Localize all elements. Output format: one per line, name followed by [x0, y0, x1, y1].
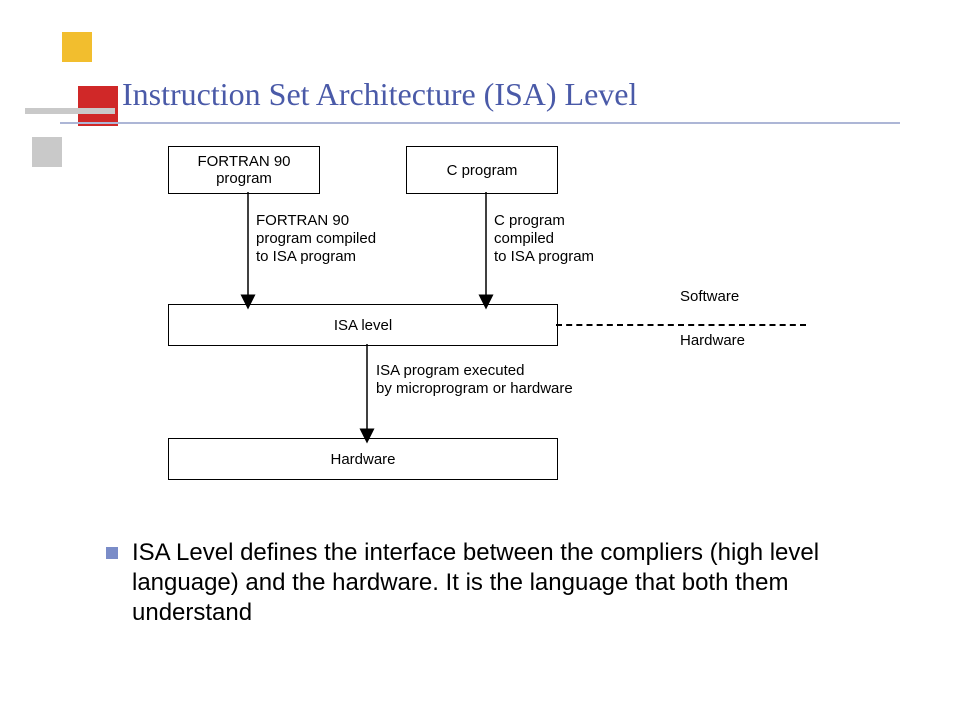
bullet-item: ISA Level defines the interface between …	[106, 538, 866, 628]
isa-diagram: FORTRAN 90 program C program ISA level H…	[150, 140, 870, 500]
decor-red-square	[78, 86, 118, 126]
slide-title: Instruction Set Architecture (ISA) Level	[122, 76, 637, 113]
arrow-fortran-to-isa	[243, 192, 253, 304]
node-fortran: FORTRAN 90 program	[168, 146, 320, 194]
sw-hw-divider	[556, 324, 806, 326]
node-cprogram-label: C program	[447, 162, 518, 179]
title-underline	[60, 122, 900, 124]
node-hardware: Hardware	[168, 438, 558, 480]
decor-gray-line	[25, 108, 115, 114]
arrow-isa-to-hw	[362, 344, 372, 438]
label-fortran-compiled: FORTRAN 90 program compiled to ISA progr…	[256, 212, 376, 266]
node-isa: ISA level	[168, 304, 558, 346]
node-isa-label: ISA level	[334, 317, 392, 334]
decor-gray-square	[32, 137, 62, 167]
decor-small-gold	[62, 32, 92, 62]
label-software: Software	[680, 288, 739, 306]
bullet-text: ISA Level defines the interface between …	[132, 538, 866, 628]
bullet-square-icon	[106, 547, 118, 559]
label-hardware: Hardware	[680, 332, 745, 350]
node-cprogram: C program	[406, 146, 558, 194]
node-hardware-label: Hardware	[330, 451, 395, 468]
label-isa-exec: ISA program executed by microprogram or …	[376, 362, 573, 398]
node-fortran-line2: program	[216, 170, 272, 187]
node-fortran-line1: FORTRAN 90	[197, 153, 290, 170]
arrow-c-to-isa	[481, 192, 491, 304]
label-c-compiled: C program compiled to ISA program	[494, 212, 594, 266]
